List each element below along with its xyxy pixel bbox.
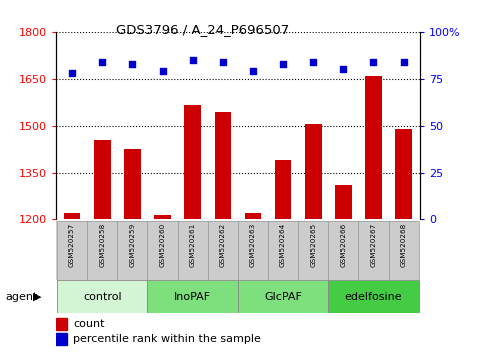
Bar [298, 221, 328, 280]
Text: percentile rank within the sample: percentile rank within the sample [73, 334, 261, 344]
Bar [358, 221, 388, 280]
Text: agent: agent [6, 292, 38, 302]
Point [400, 59, 408, 65]
Bar [64, 213, 80, 219]
Text: count: count [73, 319, 104, 329]
Bar [94, 140, 111, 219]
Text: InoPAF: InoPAF [174, 292, 211, 302]
Point [279, 61, 287, 67]
Bar [57, 280, 147, 313]
Bar [365, 76, 382, 219]
Bar [87, 221, 117, 280]
Text: control: control [83, 292, 122, 302]
Bar [154, 215, 171, 219]
Text: GSM520265: GSM520265 [310, 223, 316, 267]
Text: GSM520259: GSM520259 [129, 223, 135, 267]
Bar [56, 318, 67, 330]
Point [249, 68, 257, 74]
Bar [147, 221, 178, 280]
Bar [57, 221, 87, 280]
Point [369, 59, 377, 65]
Bar [328, 280, 419, 313]
Point [219, 59, 227, 65]
Bar [147, 280, 238, 313]
Bar [56, 333, 67, 346]
Bar [396, 129, 412, 219]
Text: GSM520257: GSM520257 [69, 223, 75, 267]
Text: ▶: ▶ [33, 292, 42, 302]
Text: GSM520261: GSM520261 [190, 223, 196, 267]
Text: GSM520258: GSM520258 [99, 223, 105, 267]
Text: GSM520266: GSM520266 [341, 223, 346, 267]
Bar [214, 112, 231, 219]
Bar [275, 160, 291, 219]
Text: GSM520260: GSM520260 [159, 223, 166, 267]
Bar [268, 221, 298, 280]
Point [128, 61, 136, 67]
Bar [335, 185, 352, 219]
Point [309, 59, 317, 65]
Bar [328, 221, 358, 280]
Point [189, 57, 197, 63]
Text: GSM520262: GSM520262 [220, 223, 226, 267]
Bar [238, 221, 268, 280]
Bar [208, 221, 238, 280]
Bar [117, 221, 147, 280]
Text: GSM520268: GSM520268 [400, 223, 407, 267]
Point [340, 67, 347, 72]
Point [159, 68, 167, 74]
Bar [305, 124, 322, 219]
Bar [388, 221, 419, 280]
Point [99, 59, 106, 65]
Text: edelfosine: edelfosine [345, 292, 402, 302]
Text: GSM520263: GSM520263 [250, 223, 256, 267]
Text: GSM520264: GSM520264 [280, 223, 286, 267]
Bar [185, 105, 201, 219]
Bar [178, 221, 208, 280]
Text: GlcPAF: GlcPAF [264, 292, 302, 302]
Text: GSM520267: GSM520267 [370, 223, 376, 267]
Bar [124, 149, 141, 219]
Text: GDS3796 / A_24_P696507: GDS3796 / A_24_P696507 [116, 23, 289, 36]
Point [68, 70, 76, 76]
Bar [245, 213, 261, 219]
Bar [238, 280, 328, 313]
